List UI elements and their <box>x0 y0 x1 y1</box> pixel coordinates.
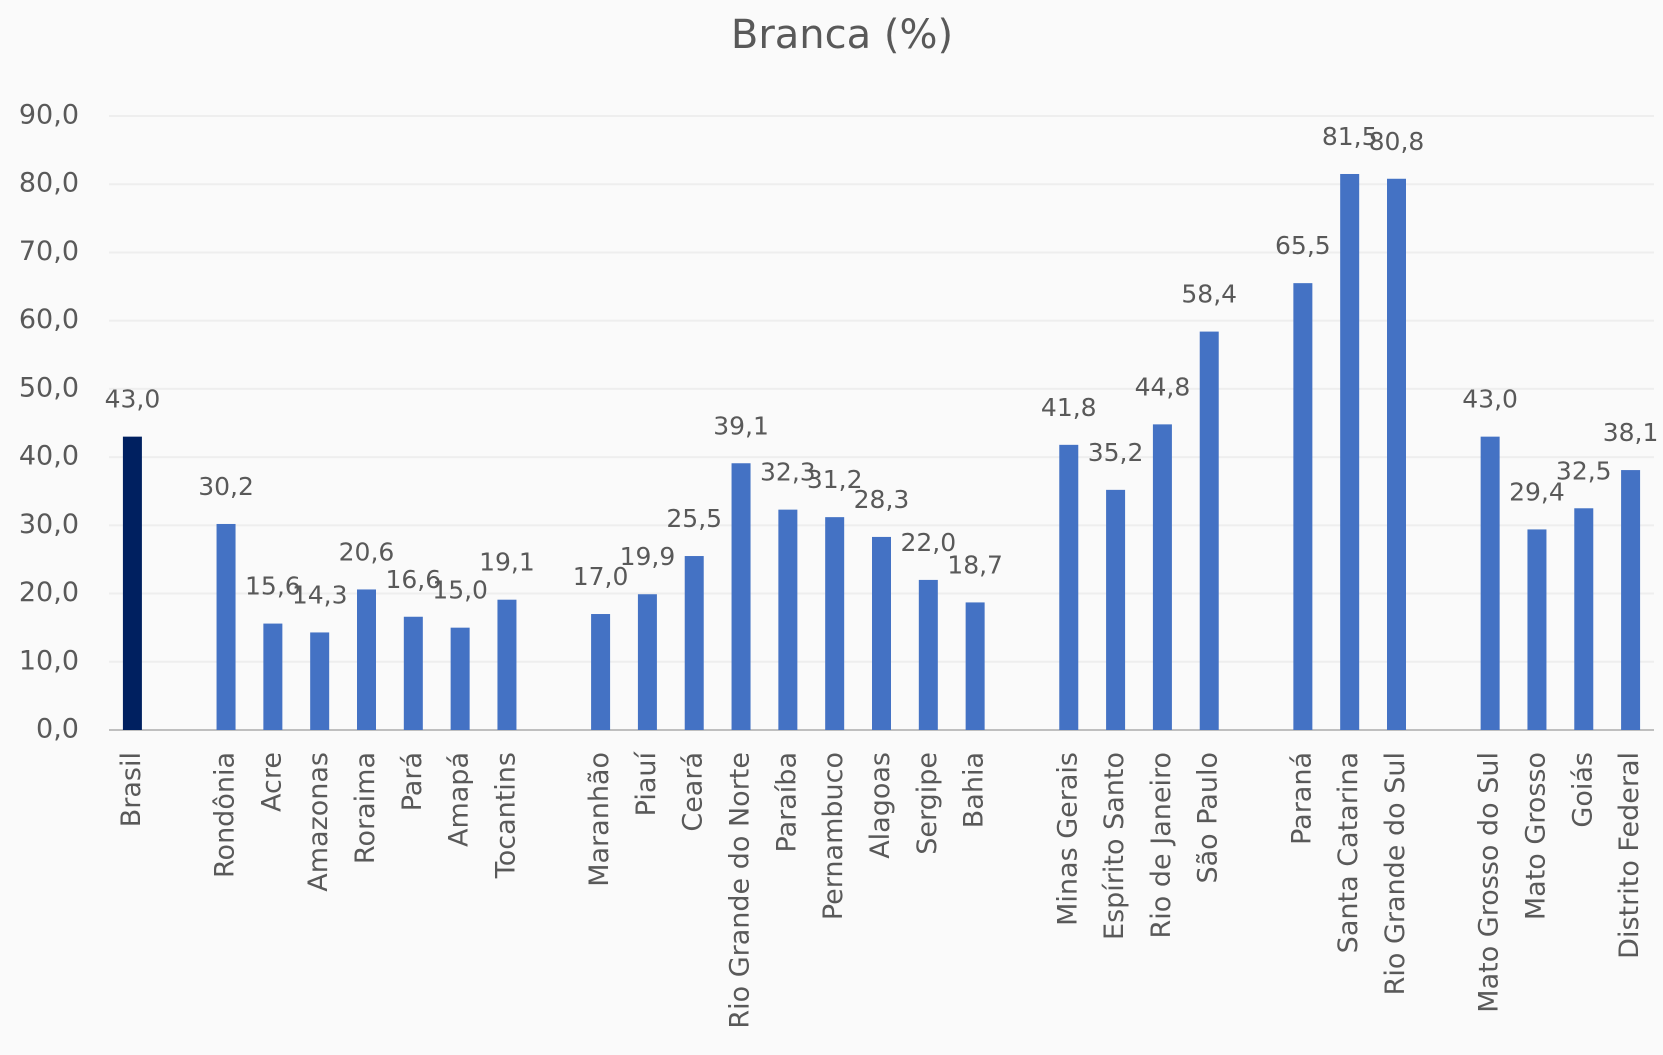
data-label: 80,8 <box>1369 127 1425 156</box>
bar <box>310 632 330 730</box>
x-tick-label: São Paulo <box>1193 752 1224 884</box>
x-tick-label: Mato Grosso do Sul <box>1474 752 1505 1013</box>
bar <box>1106 489 1126 730</box>
x-tick-label: Pernambuco <box>818 752 849 920</box>
bar <box>731 463 751 730</box>
x-tick-label: Rio de Janeiro <box>1146 752 1177 938</box>
x-tick-label: Tocantins <box>490 752 521 879</box>
x-tick-label: Paraíba <box>771 752 802 852</box>
data-label: 14,3 <box>292 580 348 609</box>
x-tick-label: Mato Grosso <box>1520 752 1551 920</box>
bar <box>825 517 845 730</box>
bar <box>216 523 236 730</box>
data-label: 58,4 <box>1181 280 1237 309</box>
data-label: 41,8 <box>1041 393 1097 422</box>
x-tick-label: Pará <box>397 752 428 811</box>
y-tick-label: 40,0 <box>19 441 79 472</box>
data-label: 43,0 <box>1462 385 1518 414</box>
bar <box>497 599 517 730</box>
bar <box>1340 173 1360 730</box>
x-tick-label: Amapá <box>444 752 475 847</box>
data-label: 15,0 <box>432 576 488 605</box>
bar <box>778 509 798 730</box>
bar <box>1059 444 1079 730</box>
x-tick-label: Piauí <box>631 751 662 817</box>
data-label: 19,1 <box>479 548 535 577</box>
y-tick-label: 60,0 <box>19 304 79 335</box>
x-tick-label: Ceará <box>678 752 709 832</box>
bar <box>263 623 283 730</box>
data-label: 30,2 <box>198 472 254 501</box>
y-tick-label: 30,0 <box>19 509 79 540</box>
y-tick-label: 10,0 <box>19 645 79 676</box>
y-tick-label: 70,0 <box>19 236 79 267</box>
data-label: 38,1 <box>1603 418 1659 447</box>
data-label: 35,2 <box>1088 438 1144 467</box>
x-tick-label: Goiás <box>1567 752 1598 828</box>
y-tick-label: 90,0 <box>19 100 79 131</box>
x-tick-label: Bahia <box>959 752 990 828</box>
chart-title: Branca (%) <box>731 12 953 58</box>
bar <box>357 589 376 730</box>
bar <box>918 579 938 730</box>
data-label: 22,0 <box>900 528 956 557</box>
x-tick-label: Rondônia <box>210 752 241 878</box>
x-tick-label: Maranhão <box>584 752 615 887</box>
data-label: 20,6 <box>339 537 395 566</box>
x-tick-label: Espírito Santo <box>1099 752 1130 940</box>
data-label: 32,5 <box>1556 456 1612 485</box>
data-label: 39,1 <box>713 411 769 440</box>
bar <box>122 436 142 730</box>
data-label: 19,9 <box>620 542 676 571</box>
bar <box>1621 470 1641 730</box>
bar <box>965 602 985 730</box>
data-label: 43,0 <box>105 385 161 414</box>
x-tick-label: Amazonas <box>303 752 334 892</box>
data-label: 18,7 <box>947 550 1003 579</box>
data-label: 44,8 <box>1135 372 1191 401</box>
bar <box>1152 424 1172 730</box>
bar <box>1574 508 1594 730</box>
bar <box>1527 529 1547 730</box>
bar <box>684 556 704 730</box>
x-tick-label: Rio Grande do Sul <box>1380 752 1411 995</box>
bar <box>1387 178 1406 730</box>
y-tick-label: 0,0 <box>36 714 79 745</box>
bar <box>450 627 470 730</box>
bar <box>1199 331 1219 730</box>
x-tick-label: Distrito Federal <box>1614 752 1645 959</box>
bar <box>403 616 423 730</box>
x-tick-label: Rio Grande do Norte <box>725 752 756 1029</box>
x-tick-label: Sergipe <box>912 752 943 855</box>
bar <box>1480 436 1500 730</box>
bar <box>1293 283 1313 730</box>
x-tick-label: Brasil <box>116 752 147 827</box>
data-label: 15,6 <box>245 572 301 601</box>
data-label: 31,2 <box>807 465 863 494</box>
data-label: 25,5 <box>666 504 722 533</box>
data-label: 29,4 <box>1509 477 1565 506</box>
data-label: 81,5 <box>1322 122 1378 151</box>
bar <box>872 536 891 730</box>
x-tick-label: Santa Catarina <box>1333 752 1364 953</box>
x-tick-label: Paraná <box>1286 752 1317 845</box>
bar <box>591 614 611 730</box>
y-tick-label: 80,0 <box>19 168 79 199</box>
y-tick-label: 50,0 <box>19 372 79 403</box>
y-tick-label: 20,0 <box>19 577 79 608</box>
data-label: 16,6 <box>385 565 441 594</box>
x-tick-label: Minas Gerais <box>1052 752 1083 926</box>
x-tick-label: Alagoas <box>865 752 896 859</box>
data-label: 28,3 <box>854 485 910 514</box>
data-label: 32,3 <box>760 458 816 487</box>
bar <box>637 594 657 730</box>
data-label: 65,5 <box>1275 231 1331 260</box>
x-tick-label: Acre <box>256 752 287 812</box>
x-tick-label: Roraima <box>350 752 381 864</box>
data-label: 17,0 <box>573 562 629 591</box>
